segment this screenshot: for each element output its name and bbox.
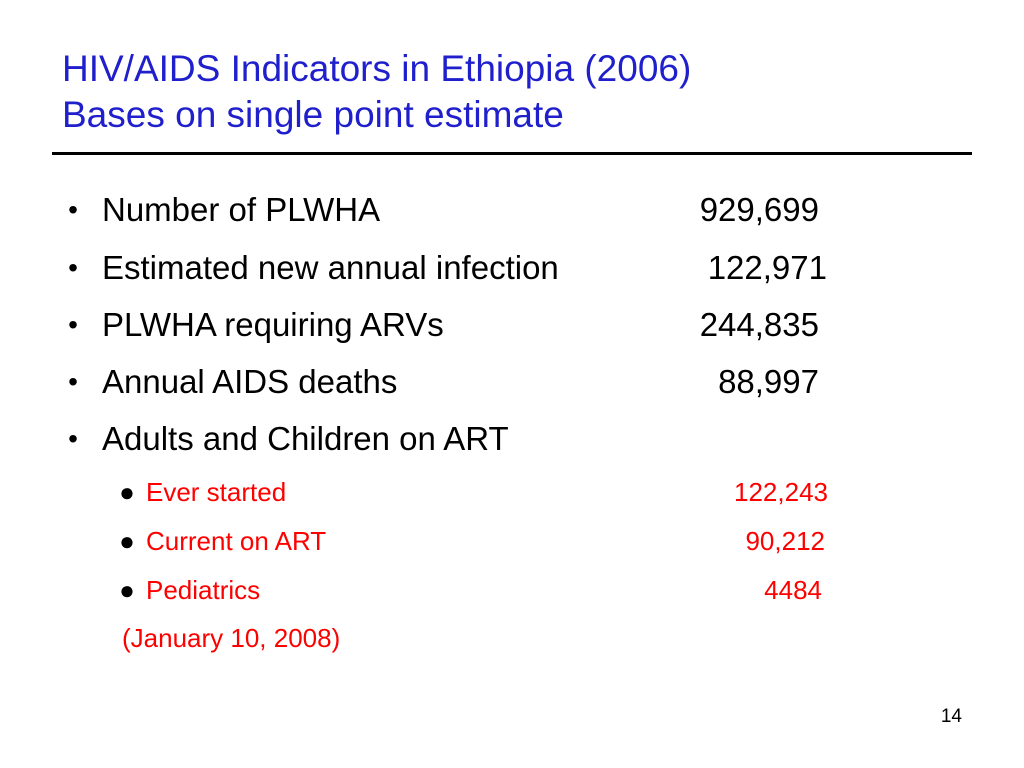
sub-bullet-label: Ever started (146, 477, 287, 507)
bullet-value: 88,997 (718, 363, 819, 400)
slide-title-line-2: Bases on single point estimate (62, 94, 564, 135)
sub-bullet-ever-started: ● Ever started 122,243 (116, 476, 836, 508)
bullet-value: 929,699 (699, 191, 819, 228)
bullet-item-plwha: • Number of PLWHA 929,699 (62, 190, 862, 230)
bullet-label: Annual AIDS deaths (102, 363, 398, 400)
sub-bullet-icon: ● (119, 575, 135, 605)
slide-title-line-1: HIV/AIDS Indicators in Ethiopia (2006) (62, 48, 692, 89)
bullet-label: PLWHA requiring ARVs (102, 306, 444, 343)
sub-bullet-pediatrics: ● Pediatrics 4484 (116, 574, 836, 606)
bullet-item-on-art: • Adults and Children on ART (62, 419, 862, 459)
bullet-icon: • (68, 194, 78, 225)
bullet-label: Adults and Children on ART (102, 420, 509, 457)
page-number: 14 (940, 706, 962, 727)
sub-bullet-icon: ● (119, 526, 135, 556)
sub-bullet-value: 122,243 (734, 477, 828, 507)
bullet-icon: • (68, 252, 78, 283)
bullet-icon: • (68, 423, 78, 454)
bullet-icon: • (68, 366, 78, 397)
bullet-label: Estimated new annual infection (102, 249, 559, 286)
sub-bullet-value: 90,212 (745, 526, 825, 556)
sub-bullet-label: Pediatrics (146, 575, 261, 605)
bullet-value: 244,835 (699, 306, 819, 343)
sub-bullet-current-on-art: ● Current on ART 90,212 (116, 525, 836, 557)
bullet-item-new-infection: • Estimated new annual infection 122,971 (62, 248, 862, 288)
bullet-item-aids-deaths: • Annual AIDS deaths 88,997 (62, 362, 862, 402)
sub-bullet-icon: ● (119, 477, 135, 507)
bullet-value: 122,971 (707, 249, 827, 286)
bullet-item-requiring-arvs: • PLWHA requiring ARVs 244,835 (62, 305, 862, 345)
bullet-icon: • (68, 309, 78, 340)
title-divider (52, 152, 972, 155)
date-note: (January 10, 2008) (122, 623, 341, 653)
sub-bullet-value: 4484 (764, 575, 822, 605)
sub-bullet-label: Current on ART (146, 526, 327, 556)
bullet-label: Number of PLWHA (102, 191, 381, 228)
slide-title: HIV/AIDS Indicators in Ethiopia (2006) B… (62, 46, 691, 138)
